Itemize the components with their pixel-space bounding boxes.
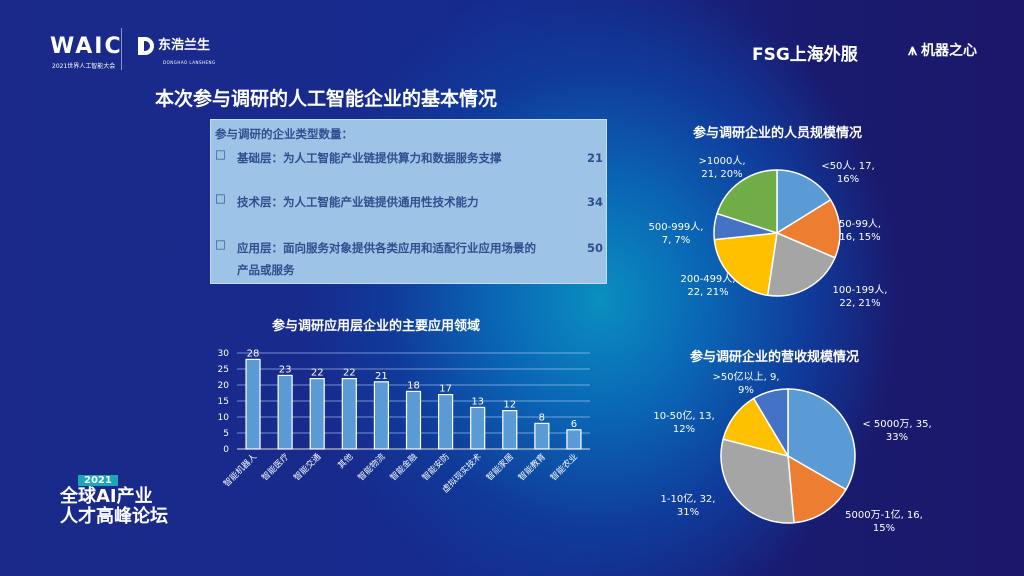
jiqizhixin-mark-icon: ⩚: [908, 40, 918, 59]
enterprise-type-box: 参与调研的企业类型数量： □ 基础层：为人工智能产业链提供算力和数据服务支撑 21 …: [210, 119, 607, 284]
data-label: 18: [407, 380, 420, 391]
page-title: 本次参与调研的人工智能企业的基本情况: [155, 88, 498, 110]
checkbox-icon: □: [215, 191, 226, 205]
pie-revenue-title: 参与调研企业的营收规模情况: [690, 350, 860, 365]
bar: [566, 429, 582, 450]
pie-staff-title: 参与调研企业的人员规模情况: [693, 126, 863, 141]
y-tick-label: 10: [218, 413, 230, 423]
type-count: 21: [586, 151, 603, 165]
bar: [534, 422, 550, 450]
x-tick-label: 智能农业: [548, 451, 580, 483]
pie-slice: [720, 438, 795, 524]
bar: [309, 377, 325, 450]
type-count: 50: [586, 241, 603, 255]
fsg-logo: FSG上海外服: [752, 45, 858, 65]
pie-staff-chart: [713, 169, 841, 297]
type-row: □ 基础层：为人工智能产业链提供算力和数据服务支撑 21: [215, 147, 603, 169]
x-tick-label: 智能医疗: [259, 451, 291, 483]
slice-label: >1000人, 21, 20%: [698, 156, 746, 180]
type-text: 基础层：为人工智能产业链提供算力和数据服务支撑: [237, 151, 502, 165]
forum-line1: 全球AI产业: [60, 486, 153, 507]
bar-chart-title: 参与调研应用层企业的主要应用领域: [272, 319, 481, 334]
data-label: 23: [279, 364, 292, 375]
type-count: 34: [586, 195, 603, 209]
type-text: 应用层：面向服务对象提供各类应用和适配行业应用场景的产品或服务: [237, 241, 536, 277]
y-tick-label: 5: [223, 429, 229, 439]
bar: [405, 390, 422, 450]
data-label: 6: [571, 419, 577, 430]
data-label: 22: [343, 368, 356, 379]
pie-slice: [766, 231, 836, 297]
y-tick-label: 15: [218, 397, 229, 407]
bar: [502, 409, 518, 450]
data-label: 12: [503, 400, 516, 411]
logo-divider: [121, 28, 122, 70]
donghao-logo: 东浩兰生: [138, 37, 210, 55]
forum-line2: 人才高峰论坛: [60, 506, 168, 527]
slice-label: 200-499人, 22, 21%: [680, 274, 736, 298]
bar: [341, 377, 357, 450]
pie-slice: [713, 232, 778, 297]
y-tick-label: 25: [218, 365, 229, 375]
slice-label: <50人, 17, 16%: [821, 161, 875, 185]
forum-logo: 2021 全球AI产业 人才高峰论坛: [60, 468, 168, 527]
checkbox-icon: □: [215, 147, 226, 161]
pie-slice: [776, 169, 832, 235]
type-text: 技术层：为人工智能产业链提供通用性技术能力: [237, 195, 479, 209]
x-tick-label: 智能家居: [484, 451, 516, 483]
bar: [277, 374, 293, 450]
bar: [437, 393, 454, 450]
checkbox-icon: □: [215, 237, 226, 251]
pie-slice: [775, 198, 841, 259]
x-tick-label: 智能安防: [420, 451, 452, 483]
donghao-subtitle: DONGHAO LANSHENG: [163, 60, 216, 65]
slice-label: >50亿以上, 9, 9%: [712, 372, 780, 396]
pie-slice: [716, 169, 778, 235]
data-label: 17: [439, 384, 452, 395]
data-label: 21: [375, 371, 388, 382]
pie-slice: [787, 388, 856, 491]
jiqizhixin-logo: ⩚ 机器之心: [908, 40, 977, 60]
data-label: 22: [311, 368, 324, 379]
pie-slice: [787, 454, 848, 524]
bar: [470, 406, 486, 450]
data-label: 28: [247, 348, 260, 359]
y-tick-label: 0: [223, 445, 229, 455]
slice-label: < 5000万, 35, 33%: [862, 419, 932, 443]
bar: [245, 358, 261, 450]
y-tick-label: 30: [218, 349, 230, 359]
forum-year: 2021: [78, 475, 118, 486]
data-label: 8: [539, 412, 545, 423]
slice-label: 50-99人, 16, 15%: [838, 219, 882, 243]
y-tick-label: 20: [218, 381, 230, 391]
donghao-mark-icon: [138, 37, 154, 55]
data-label: 13: [471, 396, 484, 407]
x-tick-label: 其他: [336, 451, 356, 471]
slice-label: 500-999人, 7, 7%: [648, 222, 704, 246]
pie-slice: [752, 388, 789, 459]
waic-subtitle: 2021世界人工智能大会: [52, 63, 116, 70]
slice-label: 10-50亿, 13, 12%: [653, 411, 715, 435]
slice-label: 5000万-1亿, 16, 15%: [845, 510, 923, 534]
x-tick-label: 智能交通: [292, 451, 324, 483]
x-tick-label: 智能机器人: [221, 451, 259, 489]
waic-logo: WAIC: [50, 34, 123, 59]
bar: [373, 381, 390, 450]
box-heading: 参与调研的企业类型数量：: [215, 127, 353, 141]
bar-chart: 0 5 10 15 20 25 30 28 智能机器人 23 智能医疗 22 智能交通 22 其他 21 智能物…: [218, 348, 590, 495]
x-tick-label: 智能金融: [388, 451, 420, 483]
slice-label: 100-199人, 22, 21%: [832, 285, 888, 309]
type-row: □ 应用层：面向服务对象提供各类应用和适配行业应用场景的产品或服务 50: [215, 237, 603, 281]
x-tick-label: 智能物流: [356, 451, 388, 483]
jiqizhixin-name: 机器之心: [921, 43, 978, 59]
x-tick-label: 智能教育: [516, 451, 548, 483]
pie-revenue-chart: [720, 388, 856, 524]
slice-label: 1-10亿, 32, 31%: [660, 494, 716, 518]
type-row: □ 技术层：为人工智能产业链提供通用性技术能力 34: [215, 191, 603, 213]
donghao-name: 东浩兰生: [158, 38, 211, 53]
